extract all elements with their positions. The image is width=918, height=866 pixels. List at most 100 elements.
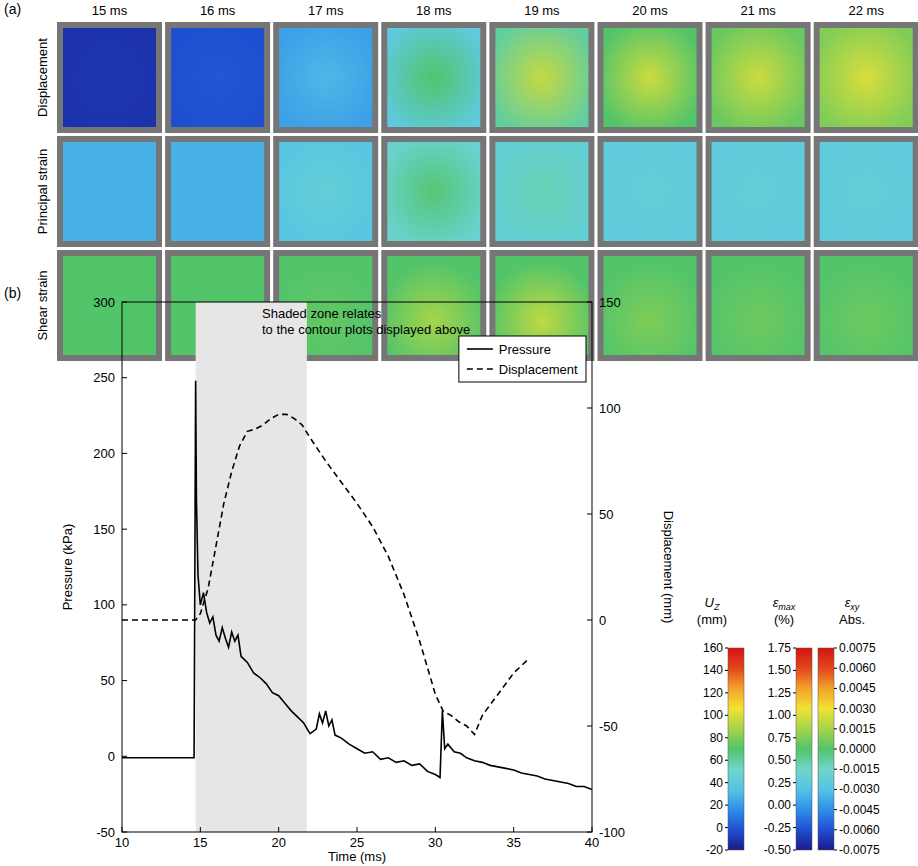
figure: (a)15 ms16 ms17 ms18 ms19 ms20 ms21 ms22… bbox=[0, 0, 918, 866]
colorbar bbox=[728, 648, 744, 850]
colorbar-tick-label: 160 bbox=[703, 641, 723, 655]
colorbar-tick bbox=[834, 829, 837, 830]
colorbar-tick bbox=[834, 728, 837, 729]
y-tick-label: 250 bbox=[93, 370, 115, 385]
colorbar-tick-label: 140 bbox=[703, 663, 723, 677]
colorbar bbox=[818, 648, 834, 850]
x-tick-label: 15 bbox=[193, 835, 207, 850]
y2-tick-label: 0 bbox=[599, 613, 606, 628]
colorbar-tick bbox=[834, 668, 837, 669]
image-frame bbox=[814, 22, 918, 133]
column-label: 15 ms bbox=[92, 3, 128, 18]
image-frame bbox=[598, 250, 703, 361]
colorbar-tick-label: 80 bbox=[710, 731, 724, 745]
colorbar-tick bbox=[834, 749, 837, 750]
colorbar-title: εmax bbox=[773, 595, 796, 612]
colorbar-tick bbox=[725, 827, 728, 828]
image-frame bbox=[489, 22, 594, 133]
series-group bbox=[122, 381, 592, 790]
colorbar-subscript: Z bbox=[713, 602, 720, 612]
image-frame bbox=[57, 22, 162, 133]
colorbar-unit: Abs. bbox=[839, 612, 865, 627]
x-tick bbox=[200, 827, 201, 832]
plot-frame bbox=[122, 302, 592, 832]
y2-tick-label: -50 bbox=[599, 719, 618, 734]
colorbar-tick-label: -0.0030 bbox=[839, 782, 880, 796]
image-frame bbox=[381, 136, 486, 247]
contour-cell bbox=[712, 28, 805, 127]
colorbar-tick bbox=[793, 737, 796, 738]
colorbar-tick-label: 40 bbox=[710, 776, 724, 790]
column-label: 19 ms bbox=[524, 3, 560, 18]
image-frame bbox=[165, 136, 270, 247]
colorbar-tick bbox=[725, 737, 728, 738]
y2-tick-label: 150 bbox=[599, 295, 621, 310]
y-tick-label: 0 bbox=[108, 749, 115, 764]
colorbar-tick-label: -0.0075 bbox=[839, 843, 880, 857]
image-frame bbox=[57, 136, 162, 247]
colorbar-tick-label: 0.0060 bbox=[839, 661, 876, 675]
row-label: Displacement bbox=[35, 38, 50, 117]
colorbar-tick-label: 0.0015 bbox=[839, 722, 876, 736]
image-frame bbox=[598, 136, 703, 247]
legend-line bbox=[467, 348, 493, 350]
colorbar-tick-label: 60 bbox=[710, 753, 724, 767]
colorbar-unit: (mm) bbox=[697, 612, 727, 627]
y-tick-label: 200 bbox=[93, 446, 115, 461]
shaded-zone bbox=[196, 302, 307, 832]
panel-label: (b) bbox=[4, 285, 21, 301]
y-tick bbox=[122, 377, 127, 378]
contour-cell bbox=[604, 142, 697, 241]
annotation: to the contour plots displayed above bbox=[262, 322, 470, 337]
colorbar-tick bbox=[834, 648, 837, 649]
contour-cell bbox=[712, 256, 805, 355]
colorbar-tick-label: 0.0045 bbox=[839, 681, 876, 695]
colorbar-tick-label: 120 bbox=[703, 686, 723, 700]
image-frame bbox=[706, 136, 811, 247]
y-tick bbox=[122, 756, 127, 757]
series-line bbox=[122, 381, 592, 790]
contour-cell bbox=[387, 28, 480, 127]
contour-cell bbox=[279, 142, 372, 241]
colorbar-tick bbox=[725, 850, 728, 851]
y-tick bbox=[122, 529, 127, 530]
colorbar-tick bbox=[834, 708, 837, 709]
colorbar-tick bbox=[725, 648, 728, 649]
colorbar-tick bbox=[793, 670, 796, 671]
colorbar-tick bbox=[793, 715, 796, 716]
colorbar-tick-label: 1.75 bbox=[768, 641, 792, 655]
x-tick-label: 25 bbox=[350, 835, 364, 850]
x-tick bbox=[435, 827, 436, 832]
column-label: 22 ms bbox=[848, 3, 884, 18]
colorbar-tick-label: 1.00 bbox=[768, 708, 792, 722]
colorbar-tick bbox=[793, 850, 796, 851]
colorbar-tick-label: 20 bbox=[710, 798, 724, 812]
row-label: Principal strain bbox=[35, 149, 50, 234]
colorbar-tick-label: -20 bbox=[706, 843, 724, 857]
y-tick-label: -50 bbox=[96, 825, 115, 840]
contour-cell bbox=[279, 28, 372, 127]
image-frame bbox=[489, 136, 594, 247]
colorbar-tick-label: 0.00 bbox=[768, 798, 792, 812]
x-tick-label: 20 bbox=[271, 835, 285, 850]
y-tick bbox=[122, 680, 127, 681]
panel-label: (a) bbox=[4, 1, 21, 17]
colorbar-tick bbox=[834, 789, 837, 790]
image-frame bbox=[381, 22, 486, 133]
image-frame bbox=[598, 22, 703, 133]
y2-tick-label: 50 bbox=[599, 507, 613, 522]
colorbar-tick-label: 0.75 bbox=[768, 731, 792, 745]
colorbar-tick bbox=[725, 670, 728, 671]
annotation: Shaded zone relates bbox=[262, 306, 382, 321]
colorbar-tick-label: -0.0045 bbox=[839, 803, 880, 817]
column-label: 18 ms bbox=[416, 3, 452, 18]
colorbar-tick bbox=[793, 648, 796, 649]
column-label: 17 ms bbox=[308, 3, 344, 18]
colorbar-tick bbox=[793, 692, 796, 693]
contour-cell bbox=[63, 142, 156, 241]
y-tick-label: 50 bbox=[101, 673, 115, 688]
colorbar-tick-label: 0.50 bbox=[768, 753, 792, 767]
colorbar-tick bbox=[834, 809, 837, 810]
colorbar-tick bbox=[834, 850, 837, 851]
colorbar-tick-label: 0.0030 bbox=[839, 702, 876, 716]
